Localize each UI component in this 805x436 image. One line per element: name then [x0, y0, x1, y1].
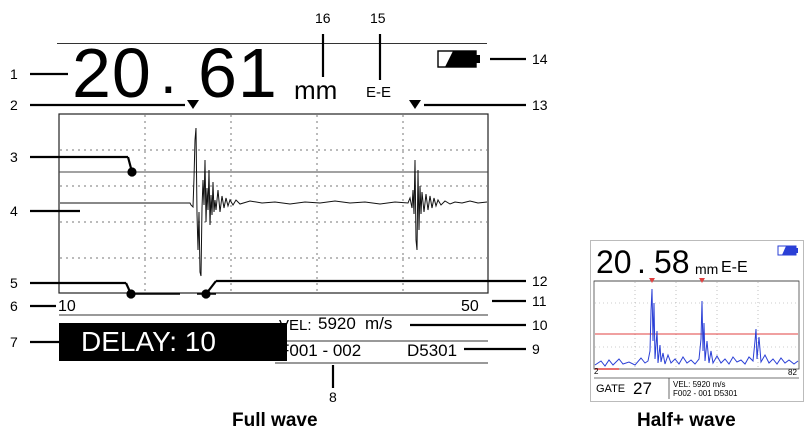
half-waveform [591, 241, 803, 401]
half-range-start: 2 [594, 367, 599, 376]
thickness-reading-integer: 20 [72, 34, 152, 112]
half-decimal-point: . [637, 244, 646, 280]
callout-16: 16 [315, 10, 331, 26]
delay-display: DELAY: 10 [59, 323, 287, 361]
half-unit: mm [695, 261, 719, 277]
half-range-end: 82 [788, 368, 797, 377]
file-info: F001 - 002 [279, 341, 362, 360]
velocity-label: VEL: [279, 317, 312, 334]
thickness-unit: mm [294, 75, 338, 105]
thickness-reading-fraction: 61 [198, 34, 278, 112]
callout-10: 10 [532, 317, 548, 333]
half-wave-caption: Half+ wave [637, 410, 736, 431]
callout-1: 1 [10, 66, 18, 82]
callout-2: 2 [10, 97, 18, 113]
half-wave-screen: 20 . 58 mm E-E [590, 240, 804, 402]
callout-3: 3 [10, 149, 18, 165]
half-gate-label: GATE [596, 383, 626, 395]
callout-6: 6 [10, 298, 18, 314]
half-reading-integer: 20 [596, 244, 632, 280]
half-gate-value: 27 [633, 379, 652, 398]
half-reading-fraction: 58 [654, 244, 690, 280]
callout-15: 15 [370, 10, 386, 26]
callout-12: 12 [532, 273, 548, 289]
full-wave-caption: Full wave [232, 410, 318, 431]
velocity-unit: m/s [365, 314, 393, 333]
callout-13: 13 [532, 97, 548, 113]
callout-14: 14 [532, 51, 548, 67]
half-file-info: F002 - 001 D5301 [673, 389, 738, 398]
probe-model: D5301 [407, 341, 458, 360]
callout-4: 4 [10, 203, 18, 219]
battery-icon [437, 50, 481, 68]
callout-11: 11 [532, 293, 547, 309]
callout-7: 7 [10, 334, 18, 350]
callout-9: 9 [532, 341, 540, 357]
callout-5: 5 [10, 275, 18, 291]
half-battery-icon [777, 245, 799, 256]
range-end-label: 50 [461, 298, 479, 315]
full-screen-frame [57, 43, 487, 364]
measure-mode: E-E [366, 84, 392, 101]
decimal-point: . [160, 39, 178, 106]
range-start-label: 10 [58, 298, 76, 315]
callout-8: 8 [329, 389, 337, 405]
velocity-value: 5920 [318, 314, 356, 333]
half-velocity: VEL: 5920 m/s [673, 380, 726, 389]
half-mode: E-E [721, 259, 748, 276]
